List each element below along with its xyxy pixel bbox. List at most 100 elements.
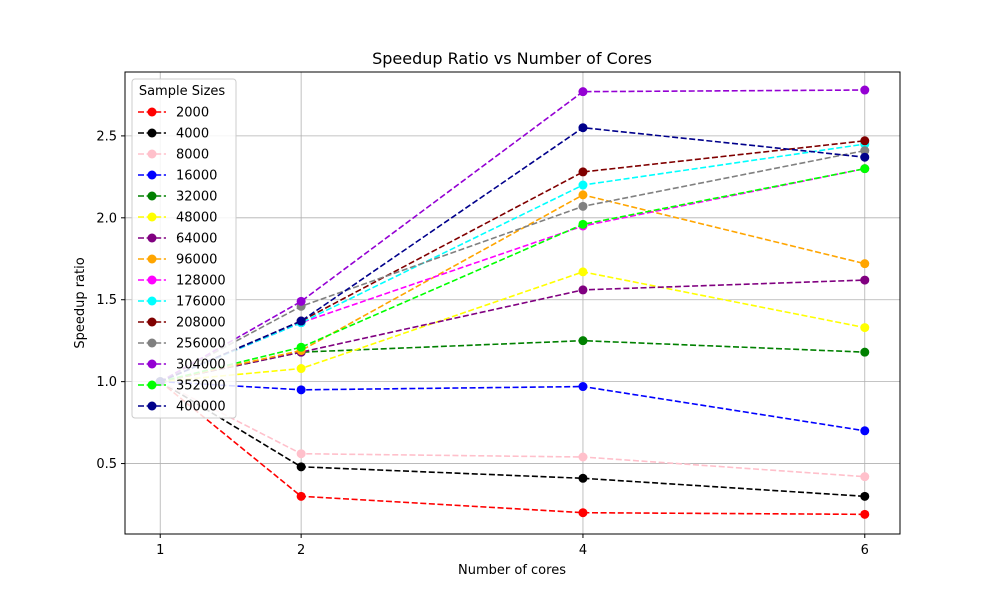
legend-label: 256000 — [176, 337, 226, 352]
data-point — [860, 152, 870, 162]
x-tick-label: 4 — [579, 543, 587, 558]
x-tick-label: 6 — [861, 543, 869, 558]
x-tick-label: 1 — [156, 543, 164, 558]
legend-marker — [147, 191, 157, 201]
legend: Sample Sizes 2000 4000 8000 16000 32000 48000 6… — [131, 78, 237, 419]
plot-frame — [124, 71, 901, 535]
data-point — [860, 509, 870, 519]
legend-label: 16000 — [176, 169, 217, 184]
data-point — [860, 164, 870, 174]
data-point — [296, 342, 306, 352]
y-tick-label: 0.5 — [96, 457, 117, 472]
legend-marker — [147, 359, 157, 369]
legend-item: 32000 — [138, 190, 217, 205]
legend-label: 2000 — [176, 106, 209, 121]
x-axis-label: Number of cores — [458, 563, 566, 578]
chart-title: Speedup Ratio vs Number of Cores — [372, 49, 652, 68]
data-point — [578, 452, 588, 462]
legend-item: 400000 — [138, 400, 226, 415]
series-line — [159, 380, 865, 498]
data-point — [578, 508, 588, 518]
legend-marker — [147, 317, 157, 327]
legend-item: 352000 — [138, 379, 226, 394]
legend-item: 176000 — [138, 295, 226, 310]
data-point — [578, 201, 588, 211]
legend-marker — [147, 380, 157, 390]
legend-item: 64000 — [138, 232, 217, 247]
y-tick-label: 2.5 — [96, 129, 117, 144]
legend-label: 4000 — [176, 127, 209, 142]
y-tick-label: 2.0 — [96, 211, 117, 226]
legend-label: 400000 — [176, 400, 226, 415]
data-point — [860, 136, 870, 146]
data-point — [296, 364, 306, 374]
legend-item: 128000 — [138, 274, 226, 289]
legend-label: 208000 — [176, 316, 226, 331]
data-point — [578, 336, 588, 346]
legend-label: 176000 — [176, 295, 226, 310]
legend-item: 16000 — [138, 169, 217, 184]
legend-item: 96000 — [138, 253, 217, 268]
data-point — [578, 190, 588, 200]
y-tick-label: 1.5 — [96, 293, 117, 308]
series-line — [159, 126, 865, 383]
data-point — [578, 473, 588, 483]
legend-item: 2000 — [138, 106, 209, 121]
legend-marker — [147, 212, 157, 222]
legend-marker — [147, 233, 157, 243]
data-point — [296, 296, 306, 306]
legend-box — [131, 78, 237, 419]
data-point — [860, 146, 870, 156]
data-point — [296, 491, 306, 501]
legend-label: 96000 — [176, 253, 217, 268]
data-point — [296, 385, 306, 395]
legend-item: 256000 — [138, 337, 226, 352]
y-tick-label: 1.0 — [96, 375, 117, 390]
legend-item: 4000 — [138, 127, 209, 142]
data-point — [860, 259, 870, 269]
legend-marker — [147, 401, 157, 411]
data-point — [296, 462, 306, 472]
legend-label: 304000 — [176, 358, 226, 373]
tick-layer: 1 2 4 6 0.5 1.0 1.5 2.0 2.5 — [96, 129, 869, 558]
data-point — [860, 323, 870, 333]
legend-item: 48000 — [138, 211, 217, 226]
legend-item: 8000 — [138, 148, 209, 163]
data-point — [578, 285, 588, 295]
legend-item: 208000 — [138, 316, 226, 331]
y-axis-label: Speedup ratio — [73, 257, 88, 348]
legend-marker — [147, 275, 157, 285]
data-point — [578, 382, 588, 392]
legend-marker — [147, 149, 157, 159]
legend-marker — [147, 170, 157, 180]
data-point — [860, 491, 870, 501]
data-point — [578, 180, 588, 190]
legend-label: 64000 — [176, 232, 217, 247]
legend-marker — [147, 254, 157, 264]
legend-label: 352000 — [176, 379, 226, 394]
series-line — [159, 167, 865, 383]
legend-label: 48000 — [176, 211, 217, 226]
data-point — [860, 426, 870, 436]
data-point — [860, 85, 870, 95]
legend-label: 32000 — [176, 190, 217, 205]
data-point — [578, 123, 588, 133]
legend-marker — [147, 128, 157, 138]
data-point — [860, 347, 870, 357]
series-line — [159, 381, 865, 516]
x-tick-label: 2 — [297, 543, 305, 558]
legend-title: Sample Sizes — [139, 84, 226, 99]
data-point — [860, 275, 870, 285]
data-point — [860, 472, 870, 482]
data-point — [578, 87, 588, 97]
data-point — [296, 316, 306, 326]
data-point — [578, 267, 588, 277]
legend-label: 128000 — [176, 274, 226, 289]
legend-marker — [147, 338, 157, 348]
legend-item: 304000 — [138, 358, 226, 373]
legend-label: 8000 — [176, 148, 209, 163]
data-point — [296, 449, 306, 459]
legend-marker — [147, 107, 157, 117]
series-line — [159, 140, 865, 383]
